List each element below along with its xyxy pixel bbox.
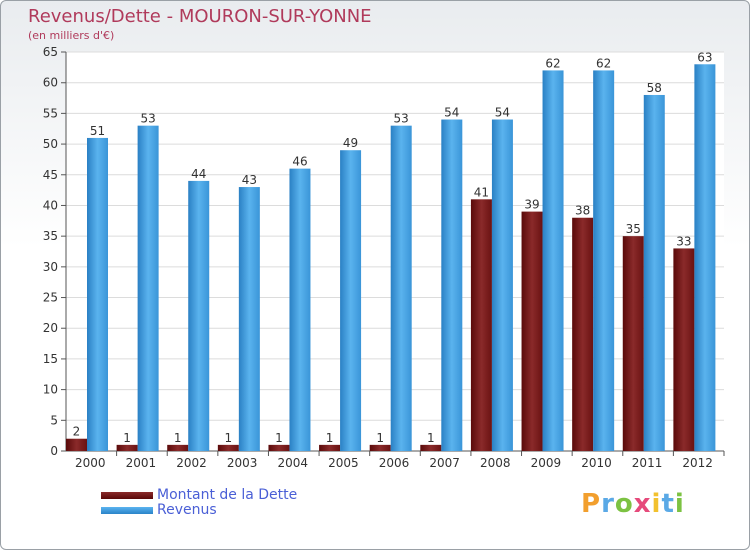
- legend-label-debt: Montant de la Dette: [157, 487, 298, 503]
- logo-letter: i: [674, 489, 685, 519]
- data-label-debt: 38: [575, 204, 590, 218]
- y-tick-label: 65: [43, 45, 58, 59]
- x-tick-label: 2003: [227, 456, 258, 470]
- data-label-revenue: 49: [343, 136, 358, 150]
- x-tick-label: 2009: [531, 456, 562, 470]
- bar-revenue: [87, 137, 108, 451]
- bar-debt: [622, 236, 644, 451]
- bar-revenue: [137, 125, 159, 452]
- x-tick-label: 2002: [176, 456, 207, 470]
- logo-letter: t: [661, 489, 675, 519]
- bar-debt: [268, 444, 290, 451]
- bar-debt: [319, 444, 341, 451]
- y-tick-label: 55: [43, 106, 58, 120]
- data-label-debt: 1: [174, 431, 182, 445]
- data-label-revenue: 62: [596, 56, 611, 70]
- bar-debt: [673, 248, 695, 451]
- data-label-debt: 1: [123, 431, 131, 445]
- data-label-revenue: 53: [394, 112, 409, 126]
- data-label-revenue: 51: [90, 124, 105, 138]
- y-tick-label: 20: [43, 321, 58, 335]
- bar-revenue: [643, 94, 665, 451]
- bar-debt: [217, 444, 239, 451]
- data-label-debt: 41: [474, 185, 489, 199]
- data-label-debt: 1: [376, 431, 384, 445]
- y-tick-label: 5: [50, 413, 58, 427]
- x-tick-label: 2001: [126, 456, 157, 470]
- x-tick-label: 2005: [328, 456, 359, 470]
- legend-item-debt: Montant de la Dette: [101, 487, 297, 503]
- data-label-debt: 1: [225, 431, 233, 445]
- bar-revenue: [593, 70, 615, 452]
- y-tick-label: 0: [50, 444, 58, 458]
- data-label-debt: 1: [275, 431, 283, 445]
- data-label-revenue: 54: [495, 106, 510, 120]
- bar-debt: [369, 444, 391, 451]
- x-tick-label: 2000: [75, 456, 106, 470]
- logo-letter: P: [581, 489, 602, 519]
- x-tick-label: 2011: [632, 456, 663, 470]
- chart-title: Revenus/Dette - MOURON-SUR-YONNE: [28, 6, 372, 27]
- data-label-debt: 1: [427, 431, 435, 445]
- y-tick-label: 30: [43, 260, 58, 274]
- x-tick-label: 2007: [429, 456, 460, 470]
- bar-debt: [572, 217, 594, 451]
- logo-letter: o: [614, 489, 634, 519]
- logo-letter: i: [651, 489, 662, 519]
- y-tick-label: 10: [43, 383, 58, 397]
- bar-revenue: [340, 150, 362, 451]
- legend-swatch-debt: [101, 491, 153, 499]
- data-label-revenue: 43: [242, 173, 257, 187]
- data-label-debt: 2: [73, 425, 81, 439]
- chart-subtitle: (en milliers d'€): [28, 29, 115, 42]
- proxiti-logo: Proxiti: [581, 489, 685, 519]
- legend-item-revenue: Revenus: [101, 502, 217, 518]
- bar-revenue: [289, 168, 311, 451]
- data-label-debt: 1: [326, 431, 334, 445]
- bar-revenue: [542, 70, 564, 452]
- legend-label-revenue: Revenus: [157, 502, 217, 518]
- y-tick-label: 15: [43, 352, 58, 366]
- bar-debt: [167, 444, 189, 451]
- logo-letter: x: [633, 489, 652, 519]
- data-label-revenue: 54: [444, 106, 459, 120]
- y-tick-label: 40: [43, 198, 58, 212]
- x-tick-label: 2010: [581, 456, 612, 470]
- bar-debt: [470, 199, 492, 451]
- x-tick-label: 2008: [480, 456, 511, 470]
- y-tick-label: 60: [43, 76, 58, 90]
- y-tick-label: 45: [43, 168, 58, 182]
- data-label-revenue: 44: [191, 167, 206, 181]
- bar-debt: [116, 444, 138, 451]
- y-tick-label: 35: [43, 229, 58, 243]
- bar-revenue: [238, 187, 260, 452]
- data-label-revenue: 46: [292, 155, 307, 169]
- bar-revenue: [390, 125, 412, 452]
- y-tick-label: 25: [43, 291, 58, 305]
- x-tick-label: 2012: [682, 456, 713, 470]
- bar-revenue: [491, 119, 513, 452]
- data-label-debt: 33: [676, 234, 691, 248]
- bar-debt: [420, 444, 442, 451]
- x-tick-label: 2006: [379, 456, 410, 470]
- y-tick-label: 50: [43, 137, 58, 151]
- legend-swatch-revenue: [101, 506, 153, 514]
- bar-revenue: [188, 180, 210, 451]
- bar-debt: [521, 211, 543, 451]
- data-label-revenue: 63: [697, 50, 712, 64]
- x-tick-label: 2004: [277, 456, 308, 470]
- logo-letter: r: [601, 489, 615, 519]
- data-label-revenue: 62: [545, 56, 560, 70]
- data-label-revenue: 58: [647, 81, 662, 95]
- data-label-revenue: 53: [140, 112, 155, 126]
- data-label-debt: 39: [524, 198, 539, 212]
- data-label-debt: 35: [626, 222, 641, 236]
- bar-debt: [66, 438, 87, 451]
- bar-revenue: [441, 119, 463, 452]
- bar-revenue: [694, 64, 716, 452]
